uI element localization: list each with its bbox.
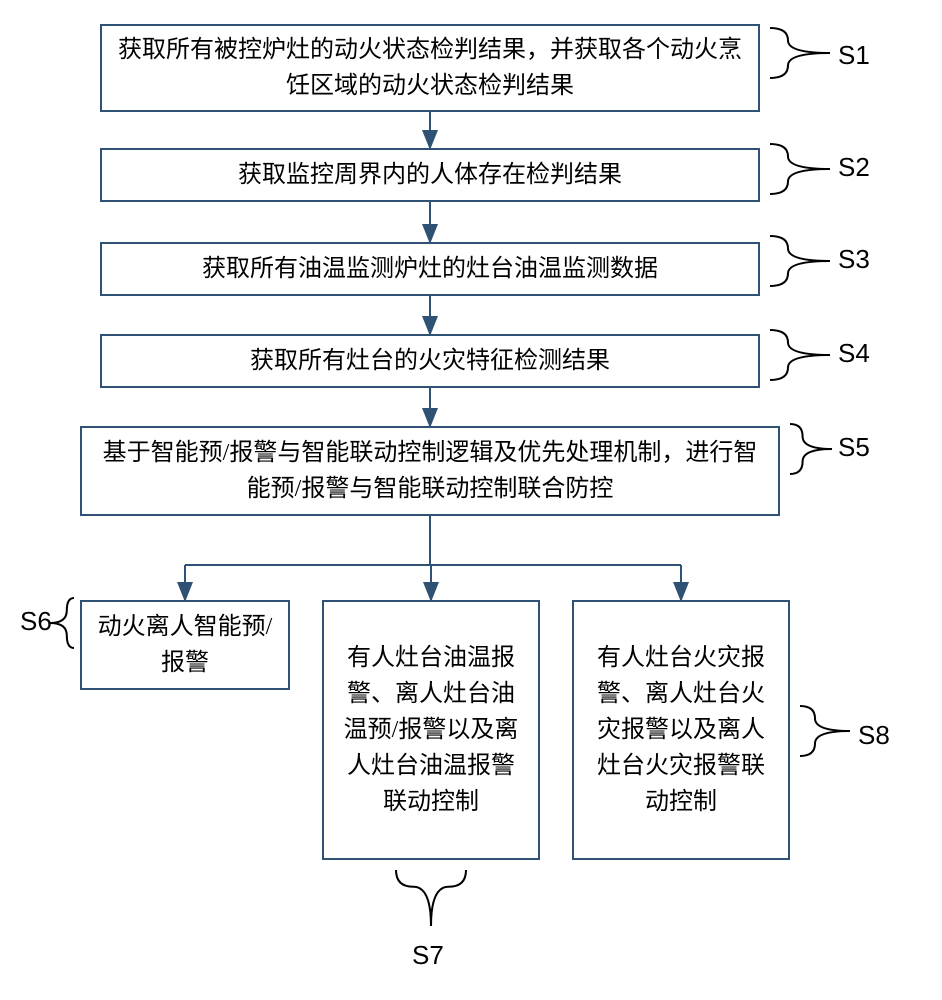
flowchart-canvas: 获取所有被控炉灶的动火状态检判结果，并获取各个动火烹饪区域的动火状态检判结果 获…	[0, 0, 942, 1000]
